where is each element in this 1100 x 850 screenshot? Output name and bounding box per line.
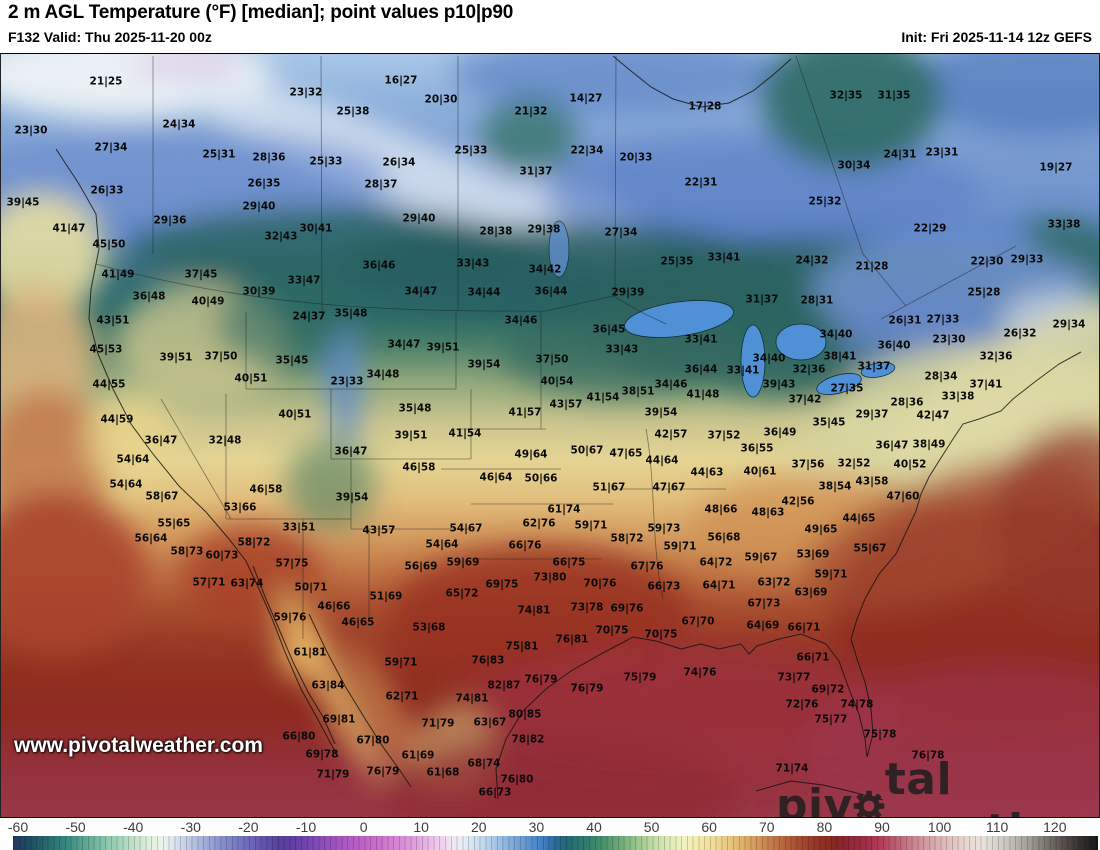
colorbar-tick-label: 10 [413,819,429,835]
brand-text-left: piv [776,779,853,818]
brand-watermark: piv [776,754,1099,818]
colorbar-tick-label: 50 [643,819,660,835]
colorbar-tick-label: 20 [471,819,487,835]
colorbar-gradient [13,836,1098,850]
colorbar-tick-label: 30 [528,819,545,835]
colorbar-tick-label: -50 [65,819,86,835]
temperature-field [1,54,1099,817]
brand-text-right: tal weather [884,754,1092,817]
init-time-label: Init: Fri 2025-11-14 12z GEFS [901,29,1092,45]
temperature-blobs [1,54,1099,817]
map-header: 2 m AGL Temperature (°F) [median]; point… [0,0,1100,53]
url-watermark: www.pivotalweather.com [14,734,263,757]
colorbar-tick-label: 70 [759,819,775,835]
colorbar-tick-label: 100 [927,819,952,835]
colorbar-tick-label: -60 [7,819,29,835]
colorbar-tick-label: -30 [180,819,201,835]
colorbar-tick-label: 120 [1043,819,1067,835]
colorbar-tick-label: 110 [986,819,1009,835]
colorbar-tick-label: -20 [238,819,259,835]
colorbar-tick-label: -10 [295,819,317,835]
map-title: 2 m AGL Temperature (°F) [median]; point… [8,2,514,23]
valid-time-label: F132 Valid: Thu 2025-11-20 00z [8,29,212,45]
great-lakes [548,220,896,398]
coastlines [55,55,1082,801]
colorbar-tick-label: 0 [359,819,368,835]
colorbar: -60 -50 -40 -30 -20 -10 0 10 20 30 40 50 60 70 80 90 100… [0,818,1100,850]
colorbar-tick-label: 90 [874,819,890,835]
colorbar-tick-label: 60 [701,819,717,835]
colorbar-tick-label: 80 [816,819,833,835]
state-borders [95,55,1017,639]
gear-icon [851,784,887,817]
colorbar-tick-label: -40 [123,819,144,835]
colorbar-ticks: -60 -50 -40 -30 -20 -10 0 10 20 30 40 50 60 70 80 90 100… [0,818,1100,836]
colorbar-tick-label: 40 [586,819,602,835]
temperature-map: 21|25 23|32 25|38 16|27 20|30 14|27 21|32 17|28… [0,53,1100,818]
